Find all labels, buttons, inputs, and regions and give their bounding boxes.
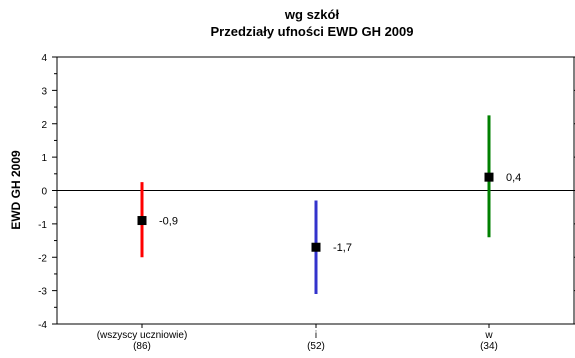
x-axis-categories: (wszyscy uczniowie)(86) i(52) w(34) [97,324,498,352]
x-category-count: (86) [133,341,151,352]
y-tick-label: -2 [38,253,47,264]
y-tick-label: -1 [38,220,47,231]
y-tick-label: 0 [41,187,47,198]
x-category-count: (52) [307,341,325,352]
point-estimate-marker [311,242,321,252]
x-category-label: i [315,330,317,341]
chart-title: wg szkół [284,7,340,22]
confidence-intervals: -0,9 -1,7 0,4 [137,115,521,294]
y-tick-label: 4 [41,53,47,64]
value-label: 0,4 [506,172,521,184]
point-estimate-marker [137,216,147,226]
x-category-label: w [484,330,493,341]
x-category-count: (34) [480,341,498,352]
value-label: -1,7 [333,242,352,254]
y-tick-label: 2 [41,120,47,131]
y-axis-label: EWD GH 2009 [9,150,23,230]
y-tick-label: 3 [41,86,47,97]
y-axis-ticks: -4 -3 -2 -1 0 1 2 3 4 [38,53,575,331]
x-category-label: (wszyscy uczniowie) [97,330,188,341]
y-tick-label: -4 [38,320,47,331]
y-tick-label: -3 [38,287,47,298]
point-estimate-marker [484,172,494,182]
value-label: -0,9 [159,216,178,228]
y-tick-label: 1 [41,153,47,164]
chart-subtitle: Przedziały ufności EWD GH 2009 [210,24,413,39]
